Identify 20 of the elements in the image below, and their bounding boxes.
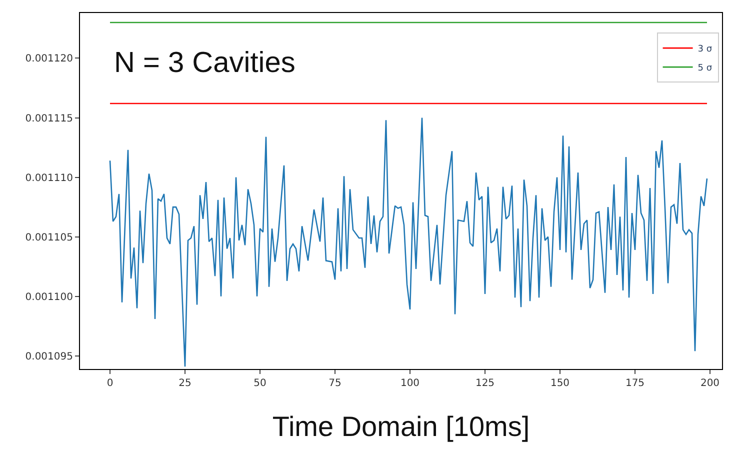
x-tick-label: 0 [106,378,114,389]
y-tick-label: 0.001095 [25,351,73,362]
x-tick-label: 200 [700,378,720,389]
legend-label: 3 σ [698,44,712,55]
x-axis-title: Time Domain [10ms] [272,411,530,442]
annotation: N = 3 Cavities [114,47,296,79]
y-tick-label: 0.001110 [25,172,73,184]
x-tick-label: 175 [625,378,645,389]
x-tick-label: 100 [400,378,420,389]
x-tick-label: 50 [254,378,266,389]
x-tick-label: 150 [550,378,570,389]
legend-label: 5 σ [698,64,712,74]
y-tick-label: 0.001105 [25,232,73,244]
x-tick-label: 75 [328,378,342,389]
x-tick-label: 25 [178,378,192,389]
x-tick-label: 125 [475,378,495,389]
y-tick-label: 0.001120 [25,54,73,65]
y-tick-label: 0.001115 [25,113,73,124]
line-series [109,117,708,368]
y-tick-label: 0.001100 [25,292,73,303]
